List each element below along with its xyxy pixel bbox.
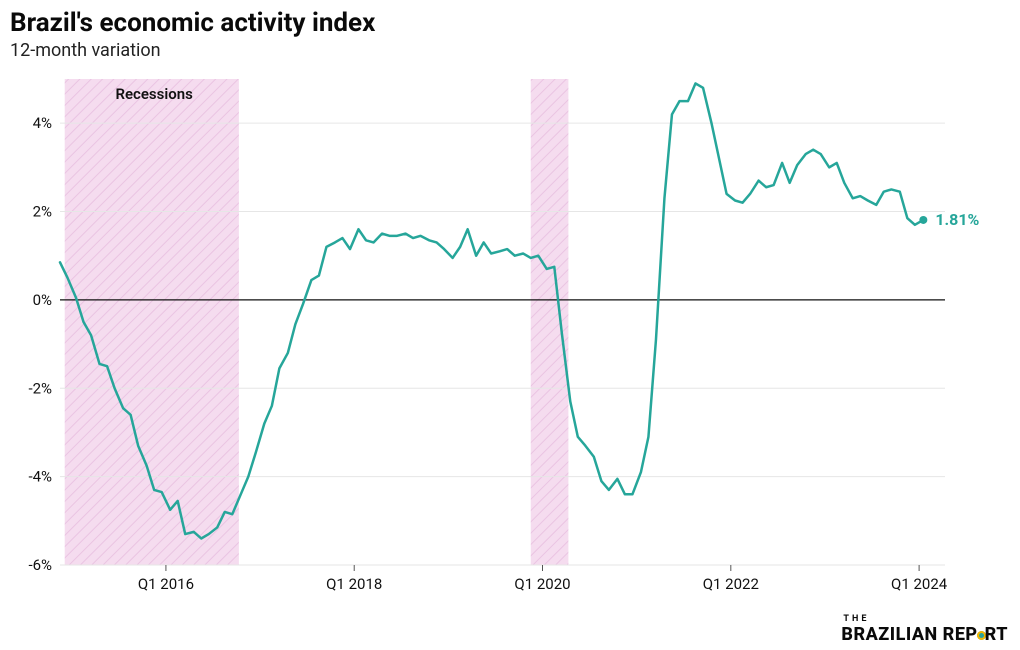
x-tick-label: Q1 2018 [326, 575, 382, 593]
chart-container: Brazil's economic activity index 12-mont… [0, 0, 1020, 650]
chart-svg: -6% -4% -2% 0% 2% 4% Q1 2016 Q1 2018 Q1 2020 Q1 2… [10, 69, 1010, 599]
recession-band [65, 79, 239, 565]
x-tick-label: Q1 2024 [891, 575, 948, 593]
series-end-marker [919, 216, 927, 224]
y-tick-label: 0% [33, 291, 52, 309]
y-tick-label: 2% [33, 203, 52, 221]
x-tick-label: Q1 2016 [138, 575, 194, 593]
source-brand: THE BRAZILIAN REP RT [841, 615, 1008, 644]
y-tick-label: -2% [28, 379, 52, 397]
chart-subtitle: 12-month variation [10, 40, 1010, 61]
x-tick-label: Q1 2022 [703, 575, 759, 593]
series-end-label: 1.81% [935, 210, 979, 229]
recession-band [531, 79, 569, 565]
brand-the: THE [841, 615, 1008, 624]
recession-label: Recessions [115, 85, 193, 103]
x-tick-label: Q1 2020 [514, 575, 570, 593]
brand-text-right: RT [985, 624, 1008, 645]
y-tick-label: 4% [33, 114, 52, 132]
brand-text-left: BRAZILIAN REP [841, 624, 977, 645]
chart-plot-area: -6% -4% -2% 0% 2% 4% Q1 2016 Q1 2018 Q1 2020 Q1 2… [10, 69, 1010, 599]
y-tick-label: -4% [28, 468, 52, 486]
chart-title: Brazil's economic activity index [10, 8, 1010, 38]
y-tick-label: -6% [28, 556, 52, 574]
